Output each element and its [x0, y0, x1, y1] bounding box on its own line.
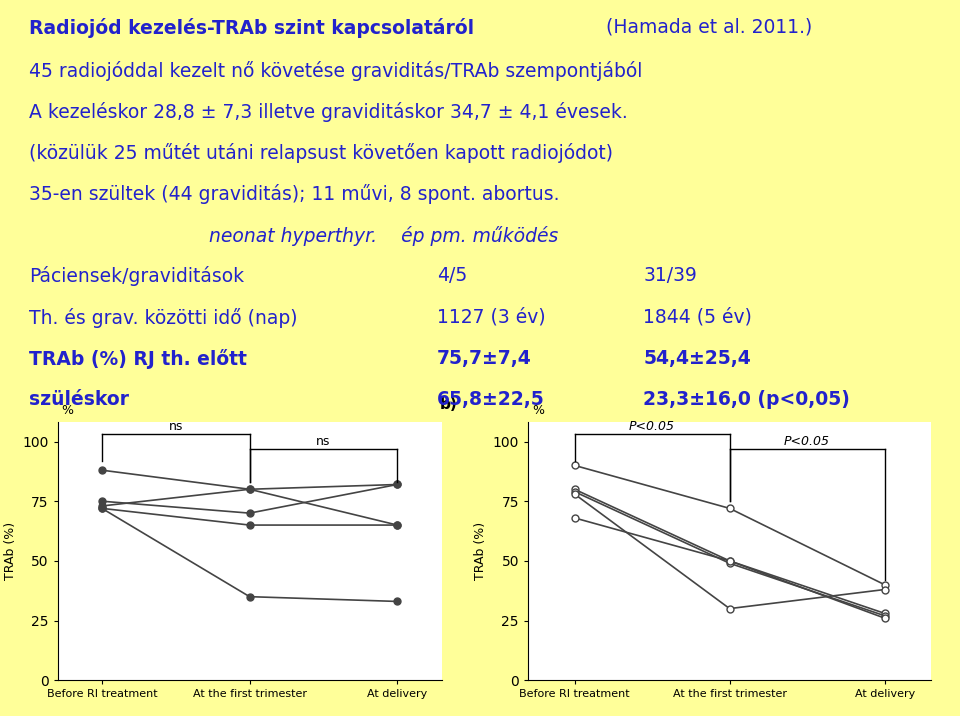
Text: Páciensek/graviditások: Páciensek/graviditások	[29, 266, 244, 286]
Text: (közülük 25 műtét utáni relapsust követően kapott radiojódot): (közülük 25 műtét utáni relapsust követő…	[29, 143, 612, 163]
Text: A kezeléskor 28,8 ± 7,3 illetve graviditáskor 34,7 ± 4,1 évesek.: A kezeléskor 28,8 ± 7,3 illetve gravidit…	[29, 102, 628, 122]
Text: 1127 (3 év): 1127 (3 év)	[437, 308, 545, 327]
Text: P<0.05: P<0.05	[784, 435, 830, 448]
Y-axis label: TRAb (%): TRAb (%)	[4, 522, 16, 581]
Text: %: %	[532, 405, 544, 417]
Text: 75,7±7,4: 75,7±7,4	[437, 349, 532, 368]
Text: 45 radiojóddal kezelt nő követése graviditás/TRAb szempontjából: 45 radiojóddal kezelt nő követése gravid…	[29, 61, 642, 81]
Text: 1844 (5 év): 1844 (5 év)	[643, 308, 752, 327]
Text: Radiojód kezelés-TRAb szint kapcsolatáról: Radiojód kezelés-TRAb szint kapcsolatáró…	[29, 18, 474, 38]
Text: Th. és grav. közötti idő (nap): Th. és grav. közötti idő (nap)	[29, 308, 298, 328]
Text: P<0.05: P<0.05	[629, 420, 675, 433]
Text: szüléskor: szüléskor	[29, 390, 129, 410]
Text: 4/5: 4/5	[437, 266, 468, 286]
Text: ns: ns	[169, 420, 183, 433]
Text: neonat hyperthyr.    ép pm. működés: neonat hyperthyr. ép pm. működés	[29, 226, 558, 246]
Text: %: %	[61, 405, 73, 417]
Text: (Hamada et al. 2011.): (Hamada et al. 2011.)	[600, 18, 812, 37]
Text: 35-en szültek (44 graviditás); 11 művi, 8 spont. abortus.: 35-en szültek (44 graviditás); 11 művi, …	[29, 184, 560, 204]
Text: b): b)	[440, 397, 457, 412]
Text: 31/39: 31/39	[643, 266, 697, 286]
Text: 54,4±25,4: 54,4±25,4	[643, 349, 751, 368]
Text: 65,8±22,5: 65,8±22,5	[437, 390, 544, 410]
Text: ns: ns	[316, 435, 330, 448]
Text: TRAb (%) RJ th. előtt: TRAb (%) RJ th. előtt	[29, 349, 247, 369]
Text: 23,3±16,0 (p<0,05): 23,3±16,0 (p<0,05)	[643, 390, 850, 410]
Y-axis label: TRAb (%): TRAb (%)	[474, 522, 487, 581]
